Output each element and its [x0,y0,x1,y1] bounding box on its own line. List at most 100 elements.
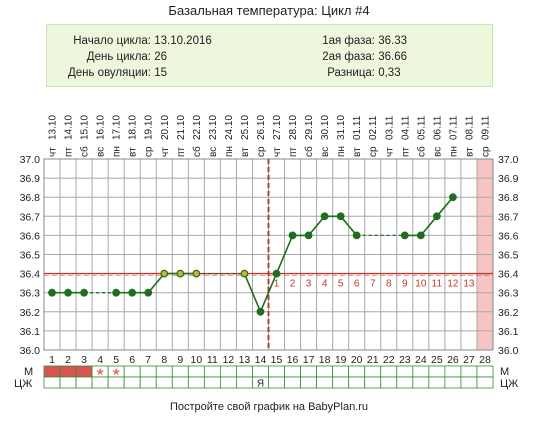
date-label: 27.10 [272,115,283,140]
y-tick-label-right: 36.7 [498,211,519,223]
day-number-label: 27 [463,354,475,366]
cervical-mucus-cell [284,376,301,389]
info-value: 15 [154,67,167,79]
cervical-mucus-cell [91,376,109,389]
info-phase2: 2ая фаза: 36.66 [297,51,407,63]
date-label: 24.10 [224,115,235,140]
post-ovulation-day-label: 12 [447,279,459,290]
temperature-point [432,212,441,221]
menstruation-cell [123,365,141,378]
date-label: 19.10 [144,115,155,140]
temperature-point [128,288,137,297]
temperature-point [160,269,169,278]
day-number-label: 1 [49,354,55,366]
date-label: 05.11 [416,115,427,140]
weekday-label: ср [144,146,155,157]
date-label: 31.10 [336,115,347,140]
day-number-label: 8 [161,354,167,366]
cycle-info-panel: Начало цикла: 13.10.2016 День цикла: 26 … [46,24,493,87]
menstruation-cell [332,365,350,378]
date-label: 01.11 [352,115,363,140]
y-tick-label-left: 36.3 [20,288,41,300]
spotting-star-icon: ★ [111,367,121,379]
weekday-label: пт [400,147,411,157]
menstruation-cell [155,365,173,378]
menstruation-cell [428,365,446,378]
weekday-label: пн [336,146,347,157]
day-number-label: 3 [81,354,87,366]
date-label: 20.10 [160,115,171,140]
weekday-label: ср [480,146,491,157]
y-tick-label-left: 36.2 [20,307,41,319]
date-label: 03.11 [384,115,395,140]
weekday-label: сб [79,146,91,157]
cervical-mucus-cell [43,376,61,389]
temperature-segment [275,235,294,274]
post-ovulation-day-label: 10 [415,279,427,290]
day-number-label: 6 [129,354,135,366]
date-label: 15.10 [80,115,91,140]
temperature-point [176,269,185,278]
weekday-label: чт [48,147,59,157]
info-value: 26 [154,51,167,63]
y-tick-label-right: 36.8 [498,192,519,204]
post-ovulation-day-label: 4 [322,279,328,290]
date-label: 22.10 [192,115,203,140]
y-tick-label-right: 36.1 [498,326,519,338]
day-number-label: 19 [335,354,347,366]
date-label: 14.10 [64,115,75,140]
date-label: 17.10 [112,115,123,140]
weekday-label: пт [288,147,299,157]
day-number-label: 15 [271,354,283,366]
y-tick-label-left: 36.8 [20,192,41,204]
weekday-label: вт [128,147,139,157]
y-tick-label-left: 37.0 [20,154,41,166]
date-label: 08.11 [464,115,475,140]
menstruation-cell [476,365,494,378]
day-number-label: 20 [351,354,363,366]
day-number-label: 23 [399,354,411,366]
weekday-label: вс [208,147,219,157]
weekday-label: пн [112,146,123,157]
day-number-label: 2 [65,354,71,366]
menstruation-cell [139,365,157,378]
date-label: 16.10 [96,115,107,140]
weekday-label: чт [384,147,395,157]
temperature-segment [243,273,262,313]
info-label: 2ая фаза: [322,51,375,63]
menstruation-cell [252,365,269,378]
temperature-point [112,288,121,297]
day-number-label: 22 [383,354,395,366]
date-label: 28.10 [288,115,299,140]
info-label: Разница: [327,67,375,79]
weekday-label: вс [96,147,107,157]
post-ovulation-day-label: 8 [386,279,392,290]
cervical-mucus-cell [171,376,189,389]
cervical-mucus-cell [219,376,237,389]
y-tick-label-left: 36.6 [20,230,41,242]
menstruation-cell [268,365,285,378]
temperature-point [192,269,201,278]
post-ovulation-day-label: 9 [402,279,408,290]
cervical-mucus-mark: Я [257,379,264,390]
info-phase1: 1ая фаза: 36.33 [297,35,407,47]
cervical-mucus-cell [75,376,93,389]
info-label: Начало цикла: [73,35,151,47]
temperature-point [144,288,153,297]
menstruation-cell [219,365,237,378]
y-tick-label-right: 36.6 [498,230,519,242]
y-tick-label-right: 36.9 [498,173,519,185]
day-number-label: 5 [113,354,119,366]
post-ovulation-day-label: 5 [338,279,344,290]
cervical-mucus-cell [203,376,221,389]
day-number-label: 25 [431,354,443,366]
menstruation-cell [412,365,430,378]
day-number-label: 4 [97,354,103,366]
weekday-label: пт [176,147,187,157]
cervical-mucus-cell [460,376,478,389]
temperature-point [240,269,249,278]
menstruation-cell [380,365,398,378]
post-ovulation-day-label: 13 [463,279,475,290]
menstruation-cell [236,365,253,378]
temperature-segment [259,273,278,313]
